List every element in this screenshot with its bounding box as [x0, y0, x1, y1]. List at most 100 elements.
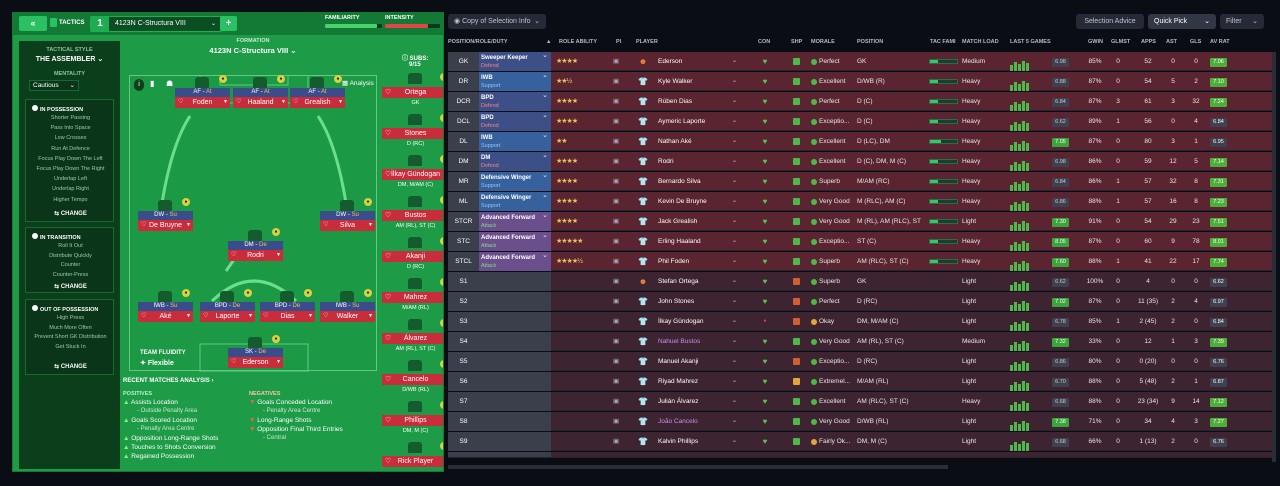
sub-player[interactable]: ● ♡ Rick Player ▼	[382, 442, 443, 469]
sub-player[interactable]: ● ♡ Stones ▼ D (RC)	[382, 114, 443, 147]
position-code[interactable]: GK	[448, 52, 479, 71]
position-code[interactable]: STC	[448, 232, 479, 251]
pitch-player[interactable]: ● IWB - Su ♡ Aké ▼	[138, 289, 193, 322]
analysis-button[interactable]: ▦ Analysis	[342, 78, 380, 90]
player-name[interactable]: Rúben Dias	[658, 98, 692, 105]
chevron-down-icon[interactable]: ⌄	[732, 358, 738, 364]
role-duty-cell[interactable]	[479, 412, 551, 431]
header-av-rat[interactable]: AV RAT	[1210, 39, 1230, 45]
pi-icon[interactable]: ▣	[613, 358, 620, 365]
player-name[interactable]: Ederson	[658, 58, 683, 65]
header-role-ability[interactable]: ROLE ABILITY	[559, 39, 597, 45]
sub-player[interactable]: ● ♡ Phillips ▼ DM, M (C)	[382, 401, 443, 434]
header-con[interactable]: CON	[758, 39, 771, 45]
player-name[interactable]: John Stones	[658, 298, 695, 305]
pitch-player[interactable]: ● AF - At ♡ Grealish ▼	[290, 75, 345, 108]
position-code[interactable]: S5	[448, 352, 479, 371]
table-row[interactable]: S2 ▣ 👕 John Stones ⌄ ♥ Perfect D (RC) Light 7.02 8…	[448, 292, 1276, 311]
pitch-player[interactable]: ● AF - At ♡ Foden ▼	[175, 75, 230, 108]
chevron-down-icon[interactable]: ⌄	[732, 378, 738, 384]
chevron-down-icon[interactable]: ⌄	[732, 238, 738, 244]
quick-pick-button[interactable]: Quick Pick ⌄	[1148, 14, 1216, 29]
selection-advice-button[interactable]: Selection Advice	[1076, 14, 1144, 29]
chevron-down-icon[interactable]: ⌄	[732, 298, 738, 304]
table-row[interactable]: S9 ▣ 👕 Kalvin Phillips ⌄ ♥ Fairly Ok... DM, M (…	[448, 432, 1276, 451]
position-code[interactable]	[448, 452, 479, 457]
position-code[interactable]: S1	[448, 272, 479, 291]
pitch-player[interactable]: ● DW - Su ♡ De Bruyne ▼	[138, 198, 193, 231]
player-name[interactable]: Julián Álvarez	[658, 398, 699, 405]
header-gwin[interactable]: GWIN	[1088, 39, 1103, 45]
chevron-down-icon[interactable]: ⌄	[732, 452, 742, 457]
header-pi[interactable]: PI	[616, 39, 622, 45]
tactical-style-value[interactable]: THE ASSEMBLER ⌄	[19, 55, 120, 63]
player-name[interactable]: Jack Grealish	[658, 218, 698, 225]
back-button[interactable]: «	[19, 16, 47, 31]
sub-player[interactable]: ● ♡ Cancelo ▼ D/WB (RL)	[382, 360, 443, 393]
role-duty-cell[interactable]	[479, 432, 551, 451]
header-apps[interactable]: APPS	[1141, 39, 1156, 45]
role-duty-cell[interactable]	[479, 452, 551, 457]
header-match-load[interactable]: MATCH LOAD	[962, 39, 999, 45]
position-code[interactable]: STCR	[448, 212, 479, 231]
role-duty-cell[interactable]: Advanced Forward Attack ⌄	[479, 252, 551, 271]
role-duty-cell[interactable]	[479, 312, 551, 331]
tactics-tab[interactable]: TACTICS	[50, 16, 88, 31]
header-position[interactable]: POSITION/ROLE/DUTY	[448, 39, 508, 45]
chart-icon[interactable]: ▮	[150, 79, 155, 88]
chevron-down-icon[interactable]: ⌄	[732, 178, 738, 184]
chevron-down-icon[interactable]: ⌄	[732, 118, 738, 124]
role-duty-cell[interactable]: Sweeper Keeper Defend ⌄	[479, 52, 551, 71]
role-duty-cell[interactable]: BPD Defend ⌄	[479, 92, 551, 111]
player-name[interactable]: Rodri	[658, 158, 674, 165]
table-row[interactable]: S6 ▣ 👕 Riyad Mahrez ⌄ ♥ Extremel... M/AM (RL) Li…	[448, 372, 1276, 391]
position-code[interactable]: S8	[448, 412, 479, 431]
position-code[interactable]: ML	[448, 192, 479, 211]
sub-player[interactable]: ● ♡ Bustos ▼ AM (RL), ST (C)	[382, 196, 443, 229]
position-code[interactable]: S6	[448, 372, 479, 391]
table-row[interactable]: S3 ▣ 👕 İlkay Gündogan ⌄ ● Okay DM, M/AM (C) Ligh…	[448, 312, 1276, 331]
recent-matches-title[interactable]: RECENT MATCHES ANALYSIS ›	[123, 378, 213, 384]
position-code[interactable]: DR	[448, 72, 479, 91]
pi-icon[interactable]: ▣	[613, 78, 620, 85]
pitch-player[interactable]: ● BPD - De ♡ Laporte ▼	[200, 289, 255, 322]
sub-player[interactable]: ● ♡ Ortega ▼ GK	[382, 73, 443, 106]
header-player[interactable]: PLAYER	[636, 39, 658, 45]
role-duty-cell[interactable]: Advanced Forward Attack ⌄	[479, 232, 551, 251]
chevron-down-icon[interactable]: ⌄	[732, 78, 738, 84]
position-code[interactable]: S9	[448, 432, 479, 451]
position-code[interactable]: STCL	[448, 252, 479, 271]
out-of-possession-change-button[interactable]: ⇆ CHANGE	[26, 363, 115, 370]
position-code[interactable]: DM	[448, 152, 479, 171]
horizontal-scrollbar[interactable]	[448, 465, 948, 469]
table-row[interactable]: S1 ▣ ☻ Stefan Ortega ⌄ ♥ Superb GK Light 6.62 100%…	[448, 272, 1276, 291]
pi-icon[interactable]: ▣	[613, 138, 620, 145]
chevron-down-icon[interactable]: ⌄	[732, 438, 738, 444]
pi-icon[interactable]: ▣	[613, 438, 620, 445]
table-row[interactable]: DR IWB Support ⌄ ★★½ ▣ 👕 Kyle Walker ⌄ ♥ Excellent…	[448, 72, 1276, 91]
header-positions[interactable]: POSITION	[857, 39, 884, 45]
role-duty-cell[interactable]: IWB Support ⌄	[479, 132, 551, 151]
pi-icon[interactable]: ▣	[613, 98, 620, 105]
position-code[interactable]: MR	[448, 172, 479, 191]
pi-icon[interactable]: ▣	[613, 178, 620, 185]
header-last5[interactable]: LAST 5 GAMES	[1010, 39, 1051, 45]
role-duty-cell[interactable]: Advanced Forward Attack ⌄	[479, 212, 551, 231]
people-icon[interactable]: ☗	[166, 79, 174, 88]
add-formation-button[interactable]: +	[220, 16, 237, 31]
info-icon[interactable]: i	[134, 79, 144, 91]
pi-icon[interactable]: ▣	[613, 58, 620, 65]
table-row[interactable]: STC Advanced Forward Attack ⌄ ★★★★★ ▣ 👕 Erling …	[448, 232, 1276, 251]
table-row[interactable]: GK Sweeper Keeper Defend ⌄ ★★★★ ▣ ☻ Ederson ⌄ ♥ Pe…	[448, 52, 1276, 71]
role-duty-cell[interactable]	[479, 332, 551, 351]
chevron-down-icon[interactable]: ⌄	[732, 398, 738, 404]
pi-icon[interactable]: ▣	[613, 338, 620, 345]
player-name[interactable]: İlkay Gündogan	[658, 318, 704, 325]
role-duty-cell[interactable]	[479, 392, 551, 411]
role-duty-cell[interactable]: Defensive Winger Support ⌄	[479, 172, 551, 191]
pi-icon[interactable]: ▣	[613, 452, 627, 457]
chevron-down-icon[interactable]: ⌄	[732, 98, 738, 104]
chevron-down-icon[interactable]: ⌄	[732, 338, 738, 344]
pi-icon[interactable]: ▣	[613, 258, 620, 265]
table-row[interactable]: DCR BPD Defend ⌄ ★★★★ ▣ 👕 Rúben Dias ⌄ ♥ Perfect D …	[448, 92, 1276, 111]
